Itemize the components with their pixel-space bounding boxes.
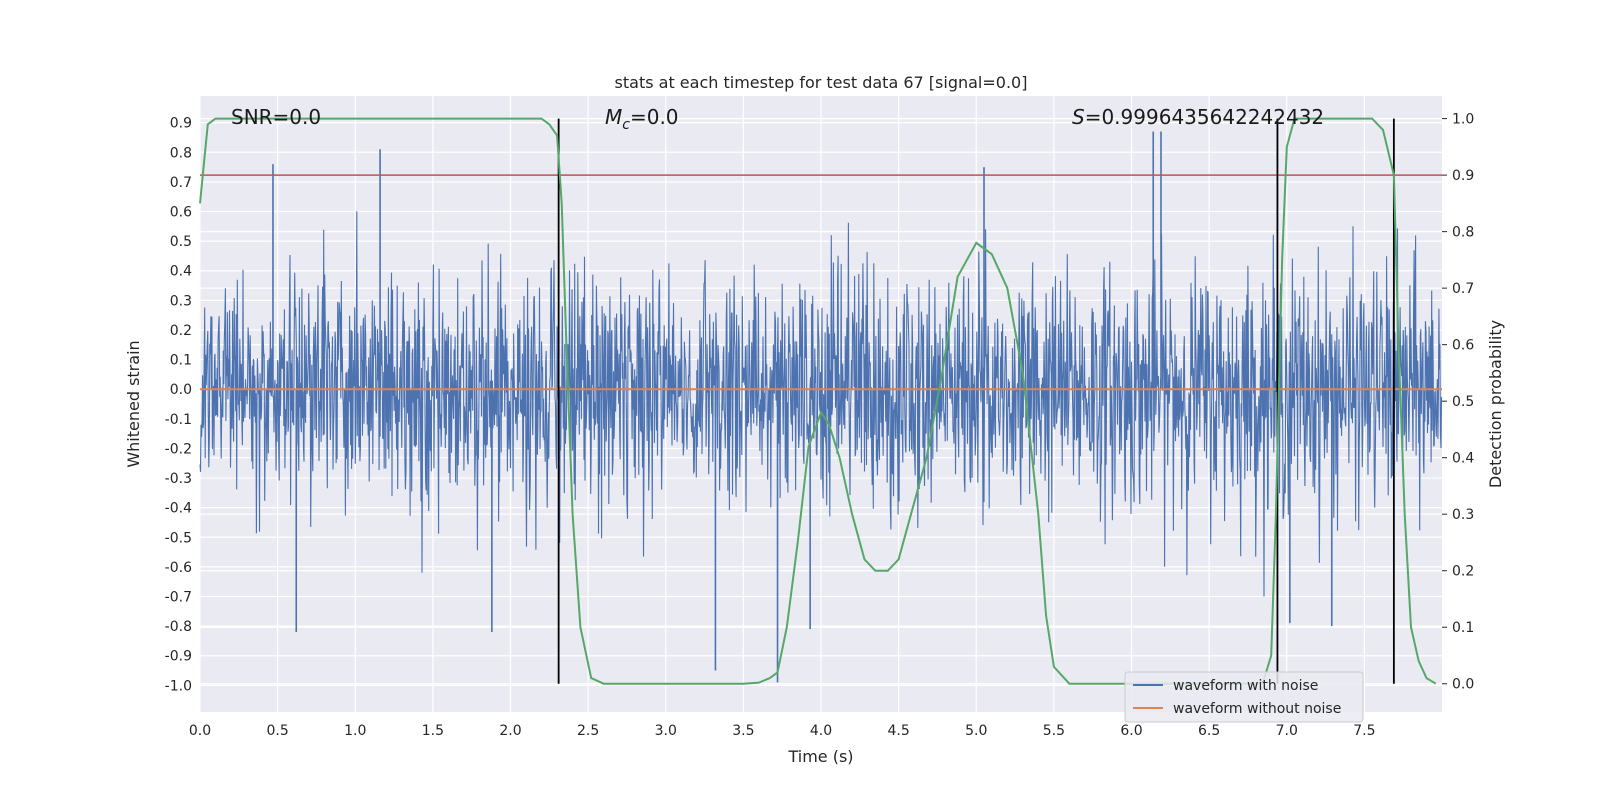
x-tick-label: 7.0: [1276, 723, 1298, 739]
y-tick-label-left: 0.4: [170, 264, 192, 280]
x-axis-label: Time (s): [787, 747, 853, 766]
y-tick-label-right: 0.5: [1452, 394, 1474, 410]
y-tick-label-left: 0.8: [170, 145, 192, 161]
x-tick-label: 7.5: [1353, 723, 1375, 739]
y-tick-label-left: -0.5: [165, 530, 192, 546]
y-tick-label-left: 0.7: [170, 175, 192, 191]
y-tick-label-right: 0.6: [1452, 338, 1474, 354]
x-tick-label: 2.5: [577, 723, 599, 739]
y-tick-label-left: -0.4: [165, 501, 192, 517]
y-tick-label-left: -0.1: [165, 412, 192, 428]
probability-curve: [199, 117, 1437, 685]
y-tick-label-left: 0.9: [170, 116, 192, 132]
y-tick-label-left: -0.3: [165, 471, 192, 487]
x-tick-label: 0.5: [266, 723, 288, 739]
s-value: =0.9996435642242432: [1085, 105, 1324, 129]
y-tick-label-left: -0.8: [165, 619, 192, 635]
y-tick-label-left: -0.7: [165, 590, 192, 606]
y-tick-label-left: -0.6: [165, 560, 192, 576]
y-tick-label-left: -1.0: [165, 678, 192, 694]
y-tick-label-right: 0.8: [1452, 225, 1474, 241]
y-tick-label-left: 0.3: [170, 293, 192, 309]
x-tick-label: 1.5: [422, 723, 444, 739]
x-tick-label: 0.0: [189, 723, 211, 739]
series-detection-probability: [199, 117, 1437, 685]
legend-box: [1124, 671, 1364, 723]
x-tick-label: 5.0: [965, 723, 987, 739]
x-tick-label: 5.5: [1043, 723, 1065, 739]
y-tick-label-right: 0.3: [1452, 507, 1474, 523]
x-tick-label: 2.0: [499, 723, 521, 739]
s-symbol: S: [1072, 105, 1085, 129]
y-tick-label-left: 0.2: [170, 323, 192, 339]
y-tick-label-right: 0.2: [1452, 564, 1474, 580]
mc-subscript: c: [622, 117, 630, 133]
y-tick-label-left: 0.6: [170, 205, 192, 221]
x-tick-label: 4.0: [810, 723, 832, 739]
s-annotation: S=0.9996435642242432: [1072, 105, 1324, 129]
mc-symbol: M: [605, 105, 622, 129]
y-tick-label-right: 0.1: [1452, 620, 1474, 636]
x-tick-label: 3.5: [732, 723, 754, 739]
x-tick-label: 1.0: [344, 723, 366, 739]
y-tick-label-left: 0.0: [170, 382, 192, 398]
y-tick-label-left: -0.2: [165, 441, 192, 457]
y-axis-label-left: Whitened strain: [124, 340, 143, 467]
y-tick-label-right: 0.9: [1452, 168, 1474, 184]
y-tick-label-right: 0.7: [1452, 281, 1474, 297]
mc-annotation: Mc=0.0: [605, 105, 679, 133]
y-tick-label-left: 0.1: [170, 353, 192, 369]
legend-label-clean: waveform without noise: [1173, 701, 1341, 717]
y-tick-label-right: 0.4: [1452, 451, 1474, 467]
y-tick-label-left: -0.9: [165, 649, 192, 665]
y-tick-label-right: 0.0: [1452, 677, 1474, 693]
legend: waveform with noise waveform without noi…: [1124, 671, 1364, 723]
snr-annotation: SNR=0.0: [231, 105, 321, 129]
y-axis-label-right: Detection probability: [1486, 320, 1505, 488]
mc-value: =0.0: [630, 105, 679, 129]
x-tick-label: 4.5: [887, 723, 909, 739]
reference-lines: [200, 118, 1442, 684]
legend-label-noise: waveform with noise: [1173, 678, 1318, 694]
x-tick-label: 3.0: [655, 723, 677, 739]
y-tick-label-right: 1.0: [1452, 112, 1474, 128]
chart-title: stats at each timestep for test data 67 …: [615, 73, 1028, 92]
y-tick-label-left: 0.5: [170, 234, 192, 250]
x-tick-label: 6.0: [1120, 723, 1142, 739]
x-tick-label: 6.5: [1198, 723, 1220, 739]
axis-ticks: 0.0 0.5 1.0 1.5 2.0 2.5 3.0 3.5 4.0 4.5 5.0 5.5 6.0 6…: [165, 112, 1475, 739]
